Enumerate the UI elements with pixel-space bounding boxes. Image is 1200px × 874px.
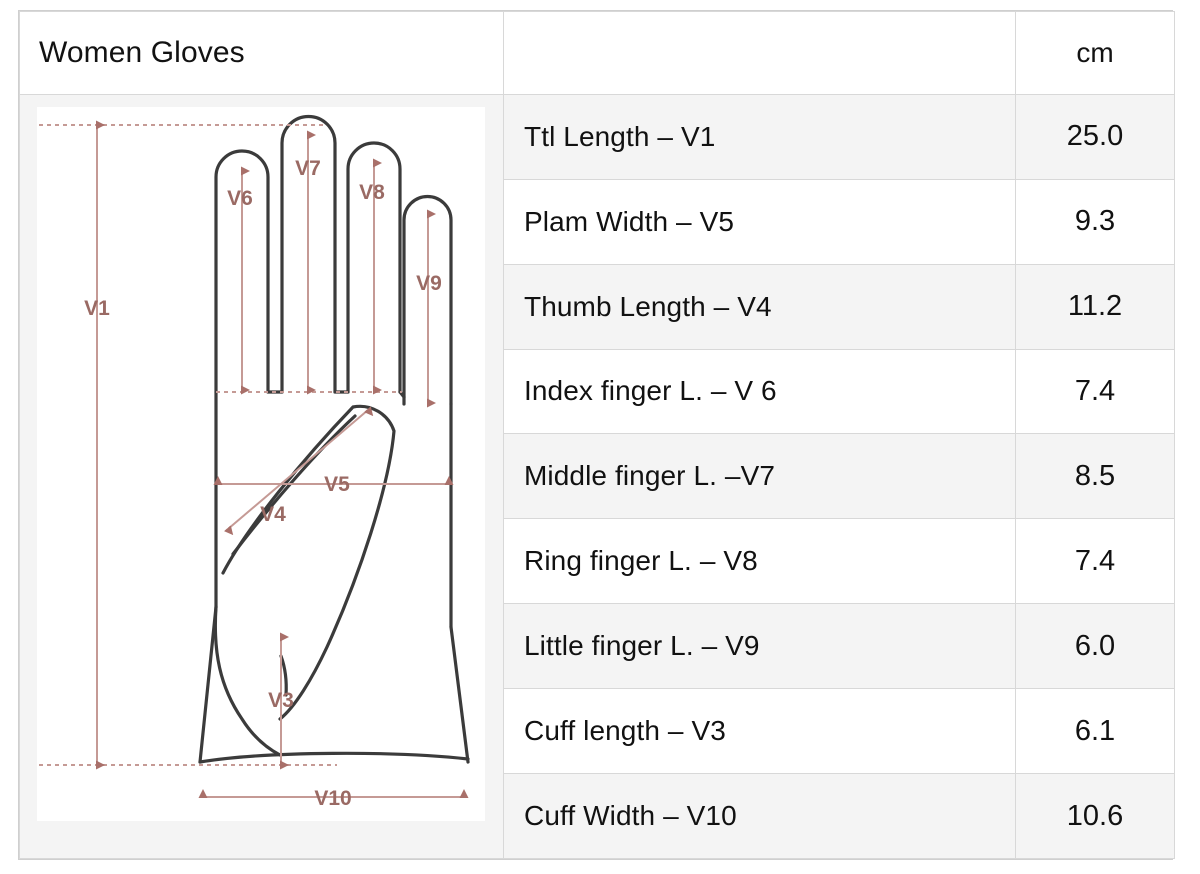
measurement-value: 6.1: [1074, 714, 1116, 747]
measurement-label: Ttl Length – V1: [524, 120, 716, 152]
row-value-cell: 10.6: [1015, 773, 1175, 859]
dim-label-v1: V1: [84, 297, 110, 320]
row-value-cell: 25.0: [1015, 93, 1175, 180]
measurement-label: Cuff length – V3: [524, 715, 726, 747]
row-label-cell: Cuff Width – V10: [503, 773, 1016, 859]
measurement-value: 8.5: [1074, 459, 1116, 492]
table-row: Middle finger L. –V7 8.5: [20, 433, 1175, 520]
measurement-value: 25.0: [1066, 120, 1124, 153]
row-label-cell: Ring finger L. – V8: [503, 518, 1016, 605]
glove-illustration-icon: V1 V6 V7: [39, 114, 470, 810]
header-title-cell: Women Gloves: [19, 11, 504, 95]
row-label-cell: Cuff length – V3: [503, 688, 1016, 775]
measurement-label: Thumb Length – V4: [524, 290, 772, 322]
diagram-wrap: V1 V6 V7: [20, 95, 503, 858]
measurement-value: 7.4: [1074, 544, 1116, 577]
size-chart-table: Women Gloves cm: [19, 11, 1175, 860]
measurement-label: Plam Width – V5: [524, 205, 735, 237]
measurement-value: 11.2: [1067, 290, 1123, 323]
row-value-cell: 9.3: [1015, 178, 1175, 265]
measurement-value: 7.4: [1074, 374, 1116, 407]
row-value-cell: 6.0: [1015, 603, 1175, 690]
measurement-label: Little finger L. – V9: [524, 630, 760, 662]
page-title: Women Gloves: [39, 35, 245, 69]
dim-label-v5: V5: [324, 473, 350, 496]
row-label-cell: Ttl Length – V1: [503, 93, 1016, 180]
measurement-label: Index finger L. – V 6: [524, 375, 777, 407]
row-value-cell: 7.4: [1015, 348, 1175, 435]
measurement-label: Cuff Width – V10: [524, 800, 737, 832]
dim-label-v9: V9: [416, 272, 442, 295]
row-value-cell: 11.2: [1015, 263, 1175, 350]
table-row: Little finger L. – V9 6.0: [20, 603, 1175, 690]
table-header-row: Women Gloves cm: [19, 11, 1175, 95]
row-label-cell: Little finger L. – V9: [503, 603, 1016, 690]
measurement-label: Ring finger L. – V8: [524, 545, 758, 577]
header-empty-cell: [503, 11, 1016, 95]
measurement-value: 6.0: [1074, 629, 1116, 662]
row-label-cell: Index finger L. – V 6: [503, 348, 1016, 435]
dim-label-v6: V6: [227, 187, 253, 210]
dim-label-v7: V7: [295, 157, 321, 180]
glove-diagram-cell: V1 V6 V7: [19, 93, 504, 860]
table-row: V1 V6 V7: [19, 93, 1175, 860]
dim-label-v3: V3: [268, 689, 294, 712]
table-row: Index finger L. – V 6 7.4: [20, 348, 1175, 435]
table-row: Ring finger L. – V8 7.4: [20, 518, 1175, 605]
row-label-cell: Thumb Length – V4: [503, 263, 1016, 350]
table-row: Plam Width – V5 9.3: [20, 178, 1175, 265]
glove-diagram-panel: V1 V6 V7: [37, 106, 485, 821]
table-row: Cuff length – V3 6.1: [20, 688, 1175, 775]
table-row: Thumb Length – V4 11.2: [20, 263, 1175, 350]
table-row: Cuff Width – V10 10.6: [20, 773, 1175, 859]
dim-label-v4: V4: [260, 503, 286, 526]
row-label-cell: Plam Width – V5: [503, 178, 1016, 265]
dim-label-v8: V8: [359, 181, 385, 204]
measurement-label: Middle finger L. –V7: [524, 460, 776, 492]
measurement-value: 10.6: [1066, 799, 1124, 832]
row-value-cell: 7.4: [1015, 518, 1175, 605]
measurement-value: 9.3: [1074, 205, 1116, 238]
row-value-cell: 8.5: [1015, 433, 1175, 520]
row-label-cell: Middle finger L. –V7: [503, 433, 1016, 520]
dim-label-v10: V10: [314, 787, 351, 810]
header-unit-cell: cm: [1015, 11, 1175, 95]
unit-header-label: cm: [1076, 36, 1114, 68]
size-chart-container: Women Gloves cm: [18, 10, 1175, 860]
row-value-cell: 6.1: [1015, 688, 1175, 775]
